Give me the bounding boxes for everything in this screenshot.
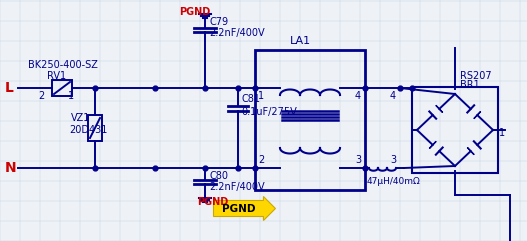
Text: L: L: [5, 81, 14, 95]
Text: 2.2nF/400V: 2.2nF/400V: [209, 28, 265, 38]
FancyBboxPatch shape: [213, 196, 276, 221]
Text: RS207: RS207: [460, 71, 492, 81]
Text: N: N: [5, 161, 17, 175]
Bar: [412, 87, 498, 173]
Text: 4: 4: [355, 91, 361, 101]
Text: PGND: PGND: [197, 197, 228, 207]
Polygon shape: [430, 141, 436, 148]
Text: 47μH/40mΩ: 47μH/40mΩ: [367, 178, 421, 187]
Text: 1: 1: [258, 91, 264, 101]
Text: C81: C81: [241, 94, 260, 104]
Text: C80: C80: [209, 171, 228, 181]
Text: 3: 3: [390, 155, 396, 165]
Text: LA1: LA1: [290, 36, 311, 46]
Polygon shape: [467, 147, 474, 155]
Text: 0.1uF/275V: 0.1uF/275V: [241, 107, 297, 117]
Text: BK250-400-SZ: BK250-400-SZ: [28, 60, 98, 70]
Bar: [88, 115, 102, 141]
Text: PGND: PGND: [222, 204, 256, 214]
Text: VZ1: VZ1: [71, 113, 90, 123]
Polygon shape: [474, 112, 481, 119]
Text: C79: C79: [209, 17, 228, 27]
Text: 1: 1: [68, 91, 74, 101]
Text: 2.2nF/400V: 2.2nF/400V: [209, 182, 265, 192]
Text: 20D431: 20D431: [69, 125, 108, 135]
Text: RV1: RV1: [47, 71, 66, 81]
Text: 3: 3: [355, 155, 361, 165]
Bar: [255, 50, 365, 190]
Text: BR1: BR1: [460, 80, 480, 90]
Text: 2: 2: [38, 91, 44, 101]
Bar: [52, 80, 72, 96]
Text: 1: 1: [499, 128, 505, 138]
Text: 2: 2: [258, 155, 264, 165]
Text: PGND: PGND: [179, 7, 211, 17]
Polygon shape: [436, 105, 443, 113]
Text: 4: 4: [390, 91, 396, 101]
